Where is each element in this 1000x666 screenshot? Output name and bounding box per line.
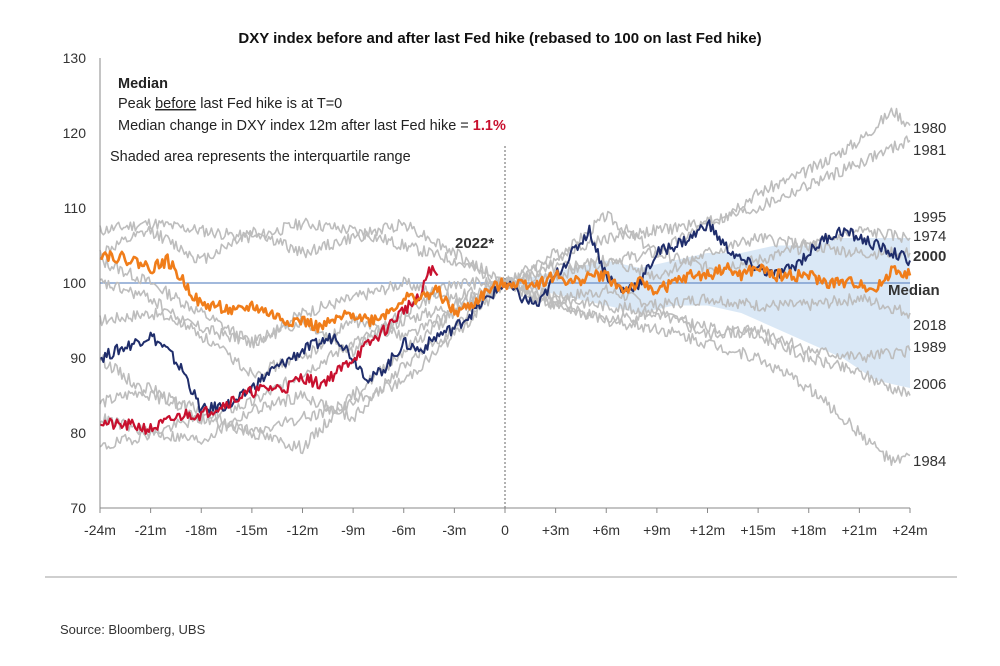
- axis-layer: 70 80 90 100 110 120 130 -24m -21m -18m -15m -12m -9…: [63, 50, 947, 538]
- annotation-median-change-text: Median change in DXY index 12m after las…: [118, 118, 473, 134]
- annotation-median-change: Median change in DXY index 12m after las…: [118, 118, 506, 134]
- series-line-2006: [504, 280, 911, 397]
- x-tick-label: +21m: [842, 522, 877, 538]
- y-tick-label: 70: [70, 500, 86, 516]
- x-tick-label: +9m: [643, 522, 671, 538]
- source-note: Source: Bloomberg, UBS: [60, 622, 206, 637]
- series-line-unlabeled-9: [99, 219, 506, 284]
- highlight-series-layer: [99, 219, 912, 435]
- series-label-2006: 2006: [913, 376, 946, 393]
- series-label-median: Median: [888, 282, 940, 299]
- x-tick-label: +15m: [740, 522, 775, 538]
- series-label-2022: 2022*: [455, 235, 494, 252]
- annotation-peak-underlined: before: [155, 96, 196, 112]
- series-label-1989: 1989: [913, 339, 946, 356]
- x-tick-label: -15m: [236, 522, 268, 538]
- series-line-2018: [504, 281, 911, 319]
- series-line-unlabeled-13: [99, 281, 506, 445]
- series-label-1984: 1984: [913, 453, 946, 470]
- series-label-1995: 1995: [913, 209, 946, 226]
- x-tick-label: -18m: [185, 522, 217, 538]
- annotation-median-change-value: 1.1%: [473, 118, 506, 134]
- interquartile-band: [505, 238, 910, 388]
- series-label-2018: 2018: [913, 317, 946, 334]
- annotation-peak-pre: Peak: [118, 96, 155, 112]
- footer-divider: [45, 576, 957, 578]
- series-line-2022: [99, 265, 439, 435]
- annotation-peak-post: last Fed hike is at T=0: [196, 96, 342, 112]
- series-line-1984: [504, 279, 911, 466]
- y-tick-label: 110: [64, 200, 87, 216]
- annotation-shaded-note: Shaded area represents the interquartile…: [110, 149, 411, 165]
- series-line-unlabeled-14: [99, 276, 505, 349]
- x-tick-label: +6m: [592, 522, 620, 538]
- x-tick-label: -3m: [442, 522, 466, 538]
- annotation-peak-line: Peak before last Fed hike is at T=0: [118, 96, 342, 112]
- series-line-median: [99, 250, 912, 334]
- x-tick-label: -21m: [135, 522, 167, 538]
- series-line-unlabeled-8: [99, 217, 506, 285]
- chart-title: DXY index before and after last Fed hike…: [238, 30, 762, 47]
- x-tick-label: 0: [501, 522, 509, 538]
- x-tick-label: -9m: [341, 522, 365, 538]
- x-tick-label: +3m: [542, 522, 570, 538]
- series-label-1974: 1974: [913, 228, 946, 245]
- y-tick-label: 130: [63, 50, 87, 66]
- series-label-1980: 1980: [913, 120, 946, 137]
- series-line-1980: [504, 107, 911, 287]
- series-label-1981: 1981: [913, 142, 946, 159]
- x-tick-label: -24m: [84, 522, 116, 538]
- annotation-heading: Median: [118, 76, 168, 92]
- y-tick-label: 120: [63, 125, 87, 141]
- x-tick-label: +18m: [791, 522, 826, 538]
- y-tick-label: 90: [70, 350, 86, 366]
- series-line-unlabeled-15: [99, 278, 506, 379]
- series-line-unlabeled-16: [99, 282, 506, 455]
- interquartile-band-layer: [505, 238, 910, 388]
- y-tick-label: 100: [63, 275, 87, 291]
- series-label-2000: 2000: [913, 248, 946, 265]
- x-tick-label: +12m: [690, 522, 725, 538]
- x-tick-label: -12m: [287, 522, 319, 538]
- x-tick-label: +24m: [892, 522, 927, 538]
- series-line-unlabeled-12: [99, 280, 506, 436]
- y-tick-label: 80: [70, 425, 86, 441]
- x-tick-label: -6m: [392, 522, 416, 538]
